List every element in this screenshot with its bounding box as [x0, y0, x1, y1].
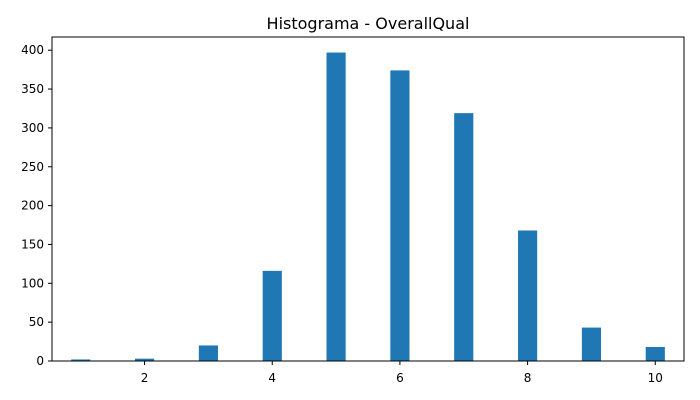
- bar-9: [581, 327, 602, 361]
- y-tick-label: 300: [21, 121, 44, 135]
- y-tick-label: 100: [21, 276, 44, 290]
- bar-2: [134, 358, 155, 361]
- y-axis: 0 50 100 150 200 250 300 350 400: [21, 43, 52, 368]
- bar-7: [454, 113, 474, 361]
- y-tick-label: 250: [21, 160, 44, 174]
- x-tick-label: 2: [141, 371, 149, 385]
- bar-10: [645, 347, 665, 361]
- bar-1: [71, 359, 91, 361]
- y-tick-label: 50: [29, 315, 44, 329]
- x-axis: 2 4 6 8 10: [141, 361, 663, 385]
- bar-8: [518, 230, 538, 361]
- bar-6: [390, 70, 410, 361]
- x-tick-label: 6: [396, 371, 404, 385]
- chart-title: Histograma - OverallQual: [267, 14, 470, 33]
- x-tick-label: 4: [268, 371, 276, 385]
- y-tick-label: 400: [21, 43, 44, 57]
- plot-frame: [51, 36, 685, 362]
- x-tick-label: 10: [648, 371, 663, 385]
- bar-5: [326, 52, 346, 361]
- bars-layer: [71, 52, 665, 361]
- x-tick-label: 8: [524, 371, 532, 385]
- y-tick-label: 150: [21, 237, 44, 251]
- y-tick-label: 350: [21, 82, 44, 96]
- y-tick-label: 200: [21, 199, 44, 213]
- bar-4: [262, 270, 282, 361]
- bar-3: [198, 345, 218, 361]
- y-tick-label: 0: [36, 354, 44, 368]
